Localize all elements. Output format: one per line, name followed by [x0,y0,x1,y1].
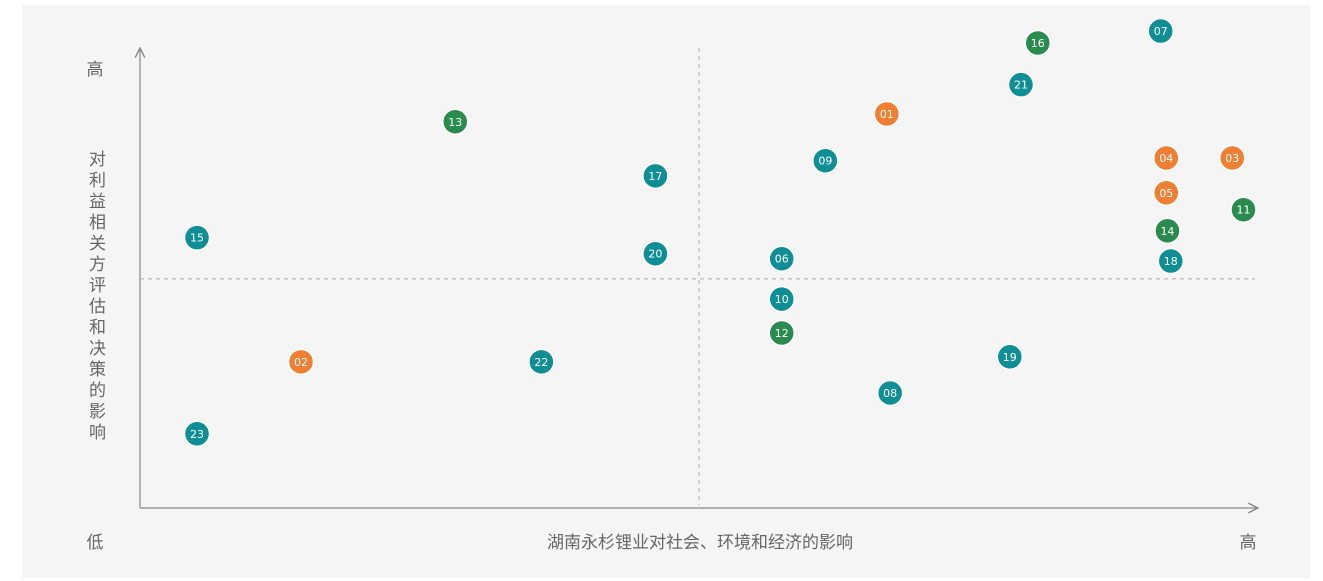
point [812,147,839,174]
point [873,100,901,128]
point-label: 13 [448,116,462,129]
point [1024,29,1052,57]
point [768,245,795,272]
point-label: 23 [190,428,204,441]
point-label: 02 [294,356,308,369]
panel [22,5,1310,578]
point-label: 14 [1160,225,1174,238]
point [1157,247,1185,275]
point-label: 16 [1031,37,1045,50]
y-axis-title: 对利益相关方评估和决策的影响 [85,150,106,444]
point [1219,144,1246,172]
point [442,108,469,136]
point [642,162,669,190]
point-label: 17 [648,170,662,183]
point-label: 05 [1159,187,1173,200]
point-label: 22 [534,356,548,369]
x-high-label: 高 [1240,533,1257,553]
point-label: 06 [775,253,789,266]
point [768,319,795,347]
point-label: 10 [775,293,789,306]
point-label: 01 [880,108,894,121]
point [528,348,555,376]
point [287,348,315,376]
point-label: 11 [1236,204,1250,217]
point [183,224,211,251]
y-high-label: 高 [87,60,104,80]
point-label: 12 [775,327,789,340]
point [1153,179,1180,207]
point [642,240,669,267]
point-label: 04 [1159,152,1173,165]
point [996,343,1024,371]
point [768,285,795,313]
low-label: 低 [87,533,104,553]
point [1153,144,1180,172]
point [1230,196,1257,223]
x-axis-title: 湖南永杉锂业对社会、环境和经济的影响 [547,533,853,553]
point [183,420,211,448]
point [1007,71,1035,98]
point-label: 07 [1154,25,1168,38]
point [1147,17,1174,45]
point [876,379,904,407]
point-label: 19 [1003,351,1017,364]
point-label: 20 [648,248,662,261]
point-label: 21 [1014,79,1028,92]
point [1154,217,1181,245]
point-label: 03 [1225,152,1239,165]
point-label: 08 [883,387,897,400]
point-label: 18 [1164,255,1178,268]
point-label: 09 [818,155,832,168]
point-label: 15 [190,232,204,245]
